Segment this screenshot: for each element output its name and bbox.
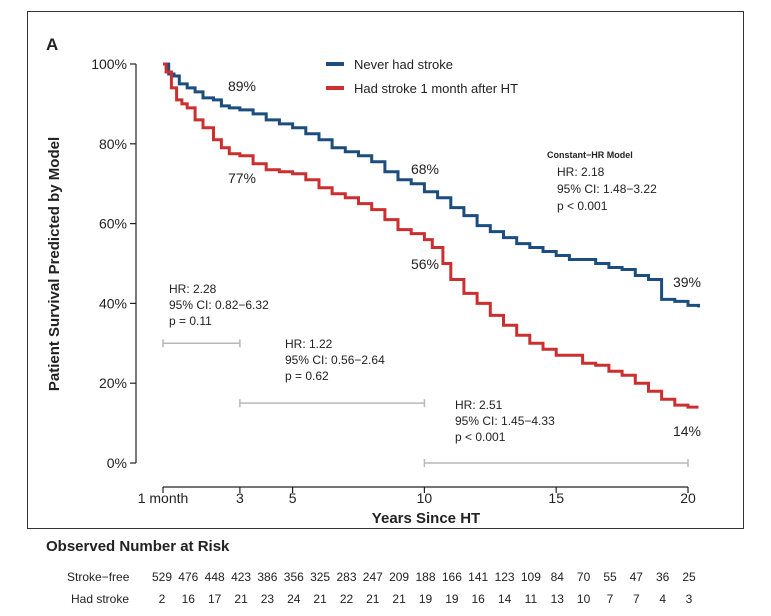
risk-cell: 16 <box>471 592 485 606</box>
x-axis-label: Years Since HT <box>372 510 480 527</box>
annotations: 89% 77% 68% 56% 39% 14% <box>228 78 701 439</box>
x-tick-label: 15 <box>548 490 564 506</box>
y-tick-label: 40% <box>99 295 127 311</box>
percent-annotation: 77% <box>228 170 256 186</box>
risk-cell: 529 <box>151 570 173 584</box>
risk-cell: 448 <box>204 570 225 584</box>
risk-cell: 423 <box>231 570 252 584</box>
risk-cell: 23 <box>260 592 275 606</box>
risk-cell: 109 <box>520 570 541 584</box>
model-box-text: HR: 2.18 <box>557 165 605 179</box>
percent-annotation: 89% <box>228 78 256 94</box>
risk-table-title: Observed Number at Risk <box>46 538 230 555</box>
y-tick-label: 20% <box>99 375 127 391</box>
risk-cell: 247 <box>362 570 383 584</box>
risk-cell: 55 <box>603 570 617 584</box>
risk-cell: 7 <box>606 592 614 606</box>
risk-cell: 166 <box>441 570 462 584</box>
hr-interval-text: p < 0.001 <box>455 430 506 444</box>
y-axis-label: Patient Survival Predicted by Model <box>46 137 63 391</box>
risk-cell: 7 <box>632 592 640 606</box>
x-tick-label: 5 <box>289 490 297 506</box>
x-tick-label: 10 <box>417 490 433 506</box>
legend: Never had stroke Had stroke 1 month after… <box>326 57 518 96</box>
model-box-text: 95% CI: 1.48−3.22 <box>557 182 657 196</box>
risk-cell: 70 <box>576 570 591 584</box>
hr-interval-text: p = 0.11 <box>169 314 212 328</box>
panel-label: A <box>46 35 58 54</box>
risk-cell: 3 <box>685 592 693 606</box>
y-tick-label: 60% <box>99 216 127 232</box>
percent-annotation: 56% <box>411 256 439 272</box>
x-tick-label: 3 <box>236 490 244 506</box>
x-tick-label: 1 month <box>138 490 189 506</box>
y-tick-label: 0% <box>107 455 127 471</box>
hr-interval-text: HR: 1.22 <box>285 337 333 351</box>
risk-cell: 10 <box>576 592 591 606</box>
risk-cell: 283 <box>336 570 357 584</box>
risk-cell: 21 <box>234 592 248 606</box>
risk-cell: 476 <box>178 570 199 584</box>
series-lines <box>163 62 700 409</box>
percent-annotation: 68% <box>411 161 439 177</box>
hr-interval-text: p = 0.62 <box>285 369 329 383</box>
risk-cell: 47 <box>629 570 643 584</box>
risk-cell: 25 <box>682 570 696 584</box>
hr-interval-text: 95% CI: 0.56−2.64 <box>285 353 385 367</box>
series-line-had-stroke <box>163 62 699 409</box>
risk-cell: 19 <box>445 592 459 606</box>
risk-cell: 21 <box>313 592 327 606</box>
risk-cell: 11 <box>524 592 538 606</box>
axes: 0% 20% 40% 60% 80% 100% 1 month 3 5 10 15 20 Years S… <box>46 56 696 527</box>
risk-cell: 21 <box>392 592 406 606</box>
legend-label: Had stroke 1 month after HT <box>354 81 518 96</box>
risk-cell: 84 <box>550 570 564 584</box>
risk-cell: 141 <box>468 570 489 584</box>
risk-cell: 21 <box>366 592 380 606</box>
risk-cell: 17 <box>208 592 222 606</box>
risk-cell: 14 <box>497 592 512 606</box>
risk-cell: 123 <box>494 570 515 584</box>
hr-interval-text: HR: 2.28 <box>169 282 217 296</box>
y-tick-label: 80% <box>99 136 127 152</box>
series-line-never-stroke <box>163 62 700 308</box>
percent-annotation: 14% <box>673 423 701 439</box>
risk-cell: 24 <box>287 592 301 606</box>
risk-cell: 22 <box>339 592 354 606</box>
model-box-title: Constant−HR Model <box>547 150 633 160</box>
legend-label: Never had stroke <box>354 57 453 72</box>
percent-annotation: 39% <box>673 274 701 290</box>
risk-cell: 2 <box>158 592 166 606</box>
model-box: Constant−HR Model HR: 2.18 95% CI: 1.48−3.… <box>547 150 657 213</box>
figure-frame <box>27 11 744 529</box>
risk-row-label: Had stroke <box>71 592 130 606</box>
model-box-text: p < 0.001 <box>557 199 608 213</box>
hr-interval-text: 95% CI: 0.82−6.32 <box>169 298 269 312</box>
hr-interval-text: 95% CI: 1.45−4.33 <box>455 414 555 428</box>
x-tick-label: 20 <box>680 490 696 506</box>
risk-cell: 209 <box>389 570 410 584</box>
risk-row-label: Stroke−free <box>67 570 130 584</box>
risk-cell: 13 <box>550 592 564 606</box>
hr-intervals: HR: 2.28 95% CI: 0.82−6.32 p = 0.11 HR: 1.2… <box>162 282 689 467</box>
risk-cell: 36 <box>656 570 670 584</box>
risk-cell: 356 <box>283 570 304 584</box>
hr-interval-text: HR: 2.51 <box>455 398 503 412</box>
risk-cell: 19 <box>418 592 433 606</box>
risk-cell: 386 <box>257 570 278 584</box>
y-tick-label: 100% <box>91 56 127 72</box>
risk-cell: 188 <box>415 570 436 584</box>
risk-cell: 16 <box>181 592 195 606</box>
risk-cell: 4 <box>659 592 667 606</box>
risk-cell: 325 <box>310 570 331 584</box>
